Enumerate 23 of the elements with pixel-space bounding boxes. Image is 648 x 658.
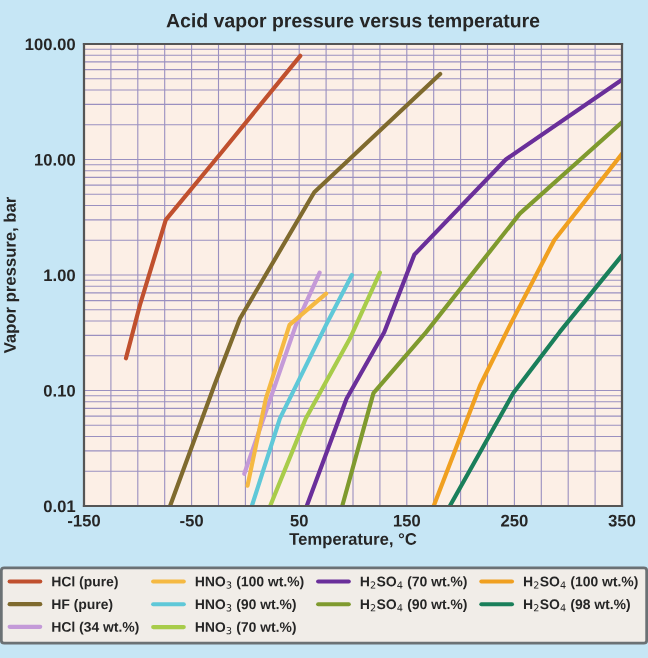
line-series: [431, 151, 622, 506]
y-tick-label: 0.01: [43, 500, 76, 513]
x-tick-label: 250: [501, 514, 528, 527]
x-axis-title: Temperature, °C: [289, 533, 417, 549]
y-tick-label: 100.00: [25, 38, 75, 51]
x-tick-label: -150: [67, 514, 100, 527]
line-series: [304, 77, 622, 506]
y-tick-label: 0.10: [43, 384, 75, 397]
chart-title: Acid vapor pressure versus temperature: [166, 13, 540, 32]
line-series: [123, 53, 303, 361]
line-series: [167, 71, 443, 506]
x-tick-label: 50: [290, 514, 308, 527]
x-tick-label: 150: [393, 514, 421, 527]
line-series: [340, 120, 622, 506]
line-series: [245, 291, 329, 488]
line-series: [249, 272, 355, 506]
x-tick-label: -50: [180, 514, 203, 527]
y-tick-label: 1.00: [44, 269, 75, 282]
line-series: [447, 253, 622, 506]
x-tick-label: 350: [608, 514, 636, 527]
y-axis-title: Vapor pressure, bar: [3, 196, 20, 354]
y-tick-label: 10.00: [35, 153, 75, 166]
line-series: [268, 270, 382, 506]
